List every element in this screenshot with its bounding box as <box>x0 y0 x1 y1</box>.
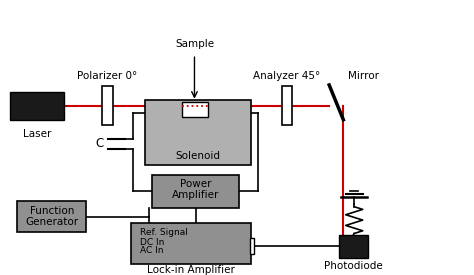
Text: Sample: Sample <box>175 39 214 48</box>
Text: C: C <box>96 137 104 150</box>
Text: Laser: Laser <box>23 130 51 139</box>
Text: Analyzer 45°: Analyzer 45° <box>254 71 321 81</box>
Bar <box>131 223 251 264</box>
Text: Lock-in Amplifier: Lock-in Amplifier <box>147 265 235 274</box>
Bar <box>338 235 368 258</box>
Text: Function
Generator: Function Generator <box>25 206 78 227</box>
Bar <box>10 92 64 120</box>
Bar <box>17 201 86 232</box>
Bar <box>102 86 113 125</box>
Bar <box>152 175 239 208</box>
Text: DC In: DC In <box>140 238 164 246</box>
Text: Photodiode: Photodiode <box>324 261 383 271</box>
Text: Ref. Signal: Ref. Signal <box>140 228 188 236</box>
Bar <box>250 238 255 254</box>
Text: Power
Amplifier: Power Amplifier <box>172 178 219 200</box>
Text: AC In: AC In <box>140 246 164 255</box>
Text: Solenoid: Solenoid <box>176 151 221 161</box>
Bar <box>145 100 251 165</box>
Bar <box>282 86 292 125</box>
Text: Polarizer 0°: Polarizer 0° <box>77 71 137 81</box>
Bar <box>182 101 208 117</box>
Text: Mirror: Mirror <box>348 71 379 81</box>
